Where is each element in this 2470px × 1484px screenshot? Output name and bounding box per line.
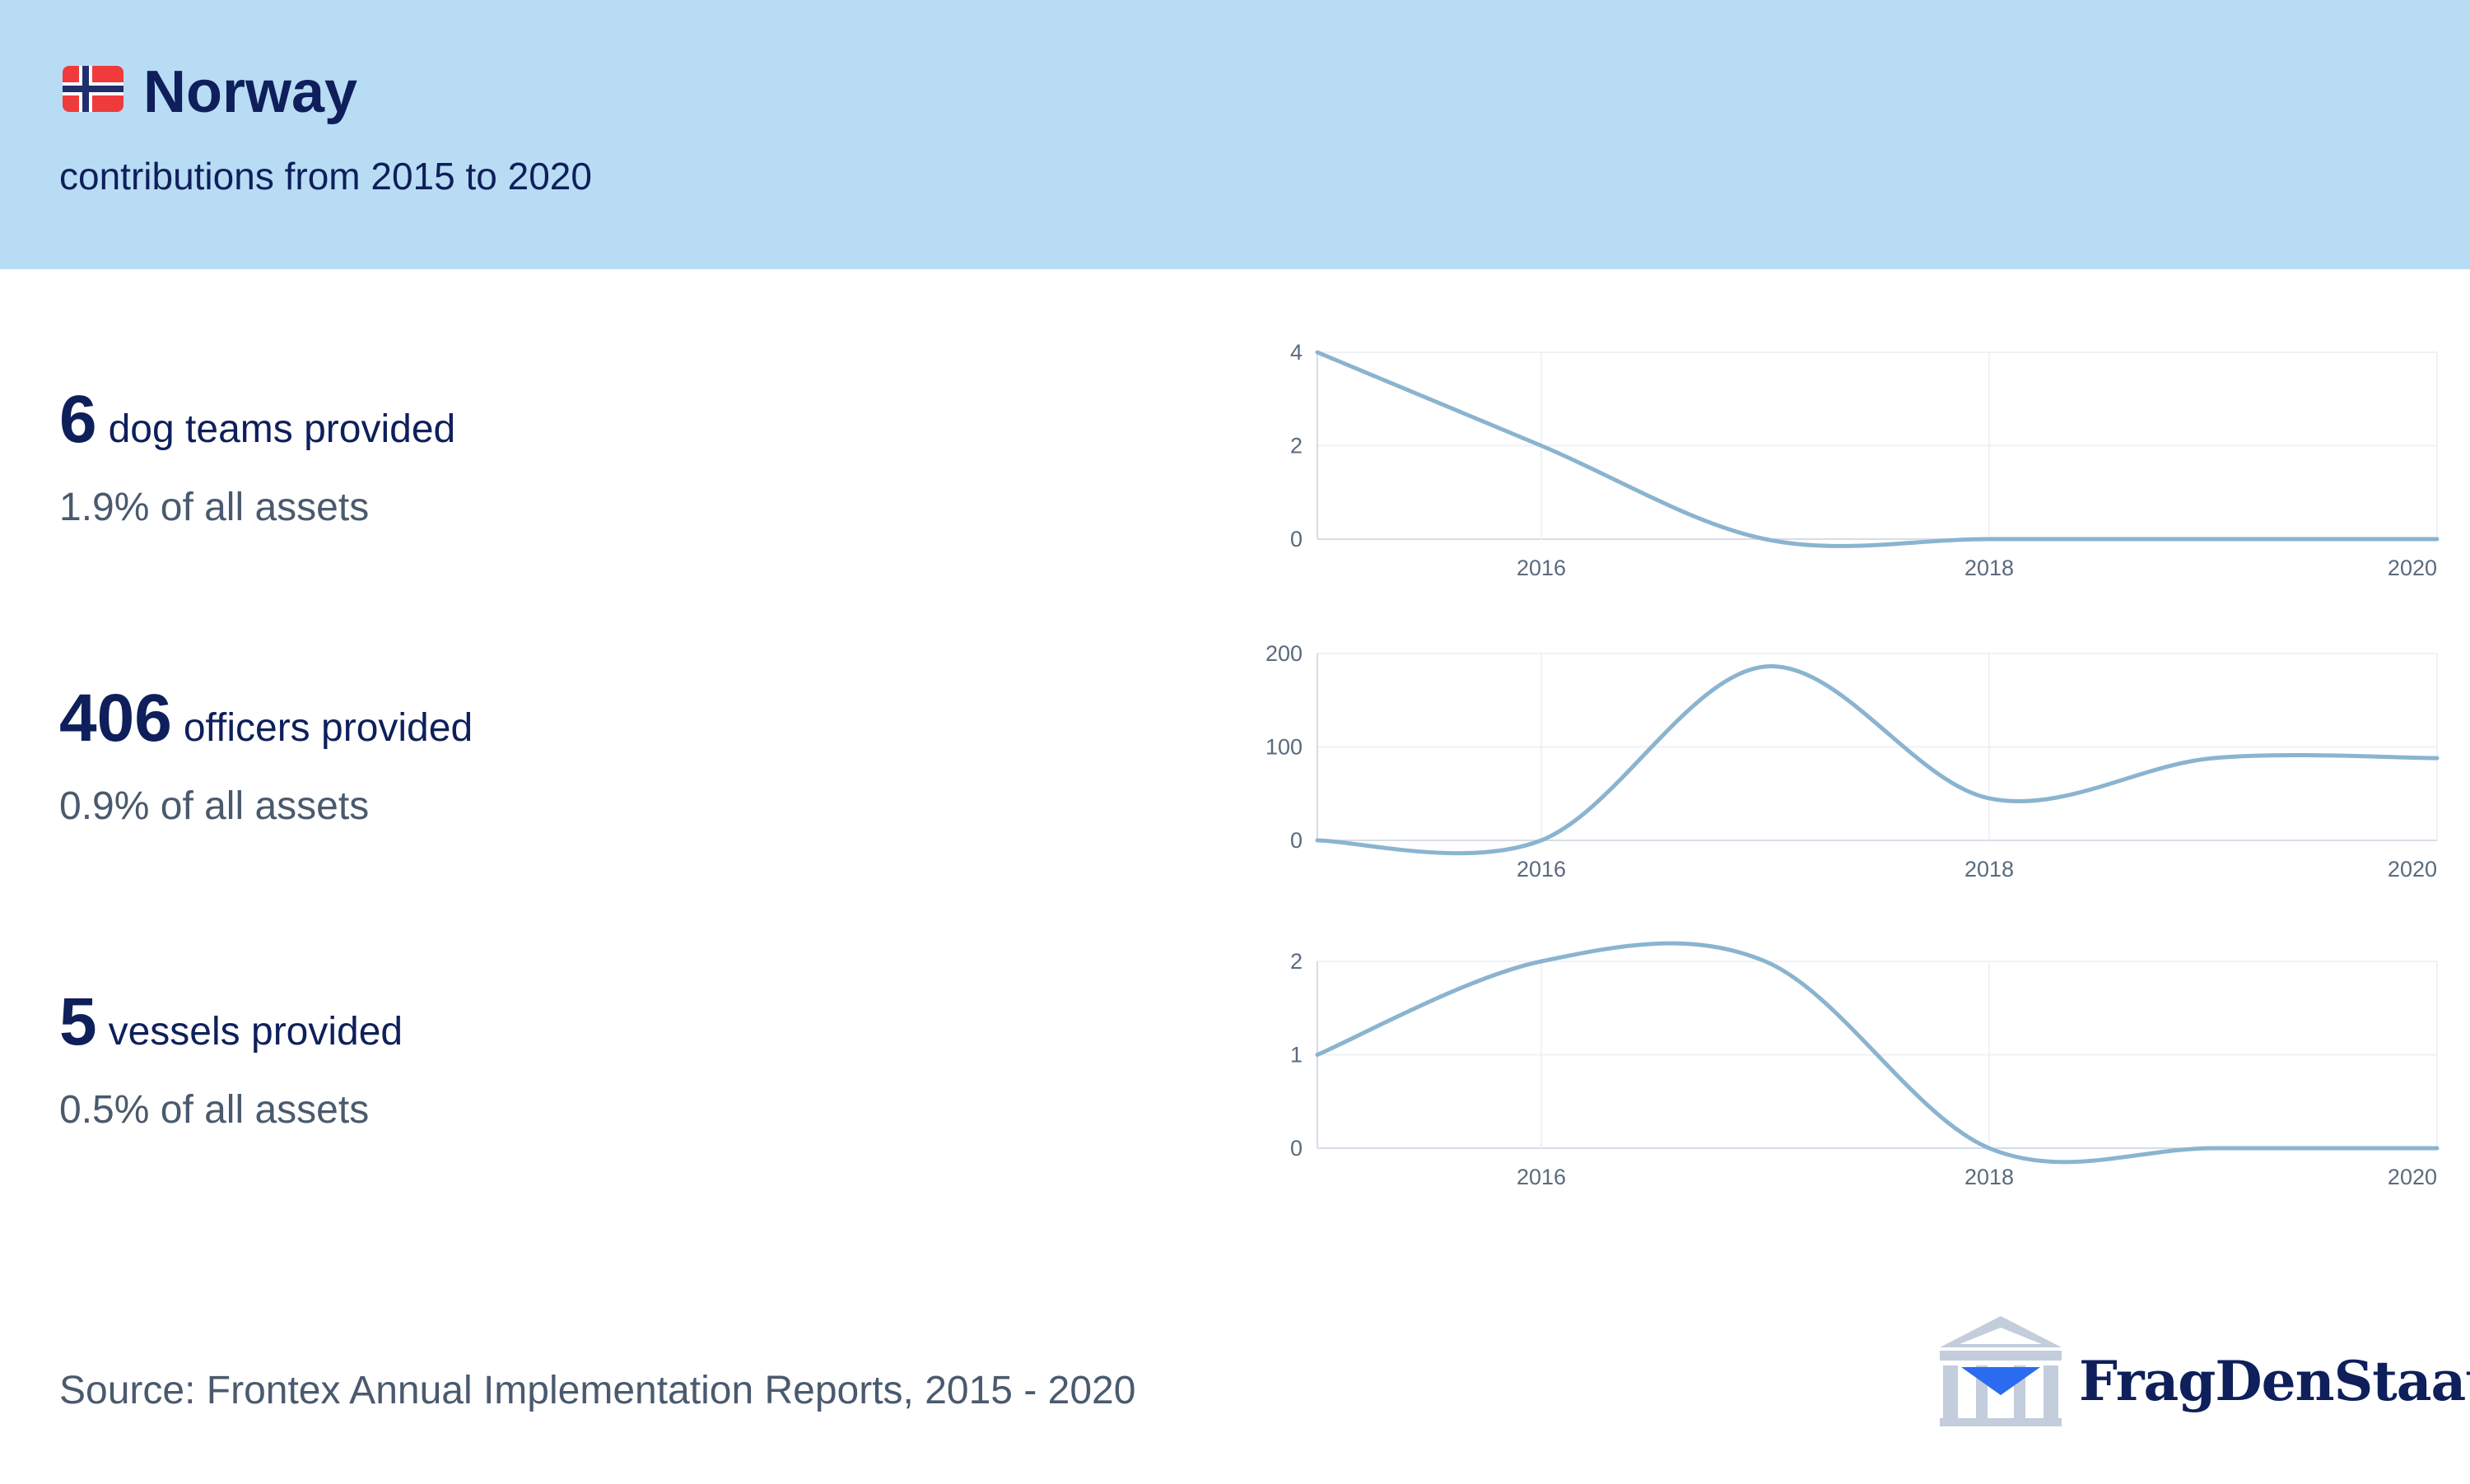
y-tick-label: 2: [1290, 434, 1303, 458]
x-tick-label: 2020: [2388, 857, 2437, 882]
x-tick-label: 2018: [1964, 857, 2014, 882]
fragdenstaat-logo-icon: [1940, 1316, 2062, 1426]
x-tick-label: 2016: [1517, 857, 1566, 882]
stat-share: 1.9% of all assets: [59, 486, 370, 529]
series-line: [1315, 664, 2440, 856]
x-tick-label: 2016: [1517, 556, 1566, 580]
norway-flag-icon: [63, 66, 124, 112]
dog-teams-line-chart: 0 2 4 2016 2018 2020: [1290, 340, 2440, 580]
x-tick-label: 2020: [2388, 556, 2437, 580]
stat-value: 6: [59, 382, 97, 457]
brand-name: FragDenStaat: [2079, 1349, 2470, 1413]
y-tick-label: 1: [1290, 1043, 1303, 1068]
stat-share: 0.9% of all assets: [59, 784, 370, 828]
y-tick-label: 0: [1290, 828, 1303, 853]
page-title: Norway: [143, 59, 358, 125]
page-subtitle: contributions from 2015 to 2020: [59, 155, 592, 198]
stat-dog-teams: 6 dog teams provided 1.9% of all assets: [59, 379, 455, 533]
y-tick-label: 0: [1290, 527, 1303, 551]
stat-label: vessels provided: [108, 1010, 403, 1054]
x-tick-label: 2018: [1964, 556, 2014, 580]
y-tick-label: 100: [1265, 735, 1303, 760]
stat-value: 406: [59, 681, 172, 756]
y-tick-label: 2: [1290, 949, 1303, 974]
y-tick-label: 4: [1290, 340, 1303, 365]
x-tick-label: 2016: [1517, 1165, 1566, 1189]
vessels-line-chart: 0 1 2 2016 2018 2020: [1290, 941, 2440, 1189]
series-line: [1315, 350, 2440, 548]
stat-value: 5: [59, 984, 97, 1059]
officers-line-chart: 0 100 200 2016 2018 2020: [1265, 641, 2440, 882]
y-tick-label: 0: [1290, 1136, 1303, 1161]
x-tick-label: 2018: [1964, 1165, 2014, 1189]
stat-label: officers provided: [183, 706, 473, 750]
stat-officers: 406 officers provided 0.9% of all assets: [59, 677, 473, 831]
series-line: [1315, 941, 2440, 1165]
stat-share: 0.5% of all assets: [59, 1088, 370, 1132]
y-tick-label: 200: [1265, 641, 1303, 666]
source-note: Source: Frontex Annual Implementation Re…: [59, 1369, 1136, 1412]
x-tick-label: 2020: [2388, 1165, 2437, 1189]
header-banner: Norway contributions from 2015 to 2020: [0, 0, 2470, 269]
stat-label: dog teams provided: [108, 407, 456, 451]
stat-vessels: 5 vessels provided 0.5% of all assets: [59, 981, 403, 1135]
